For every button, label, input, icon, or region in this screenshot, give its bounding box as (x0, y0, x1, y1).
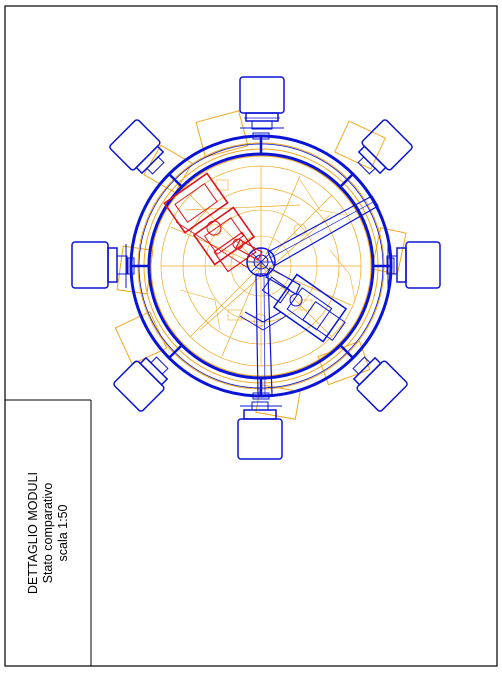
drawing-subtitle: Stato comparativo (40, 482, 55, 584)
arm-upper-right (267, 195, 379, 267)
red-arm (235, 239, 263, 261)
module-top (239, 76, 285, 130)
module-top-right (357, 119, 413, 175)
drawing-title: DETTAGLIO MODULI (25, 472, 40, 595)
project-modules (71, 76, 441, 460)
existing-cabin-bottom-left (114, 311, 168, 365)
project-state-layer (71, 76, 441, 460)
arm-lower (255, 273, 273, 396)
project-hub-spokes (247, 248, 275, 276)
project-arms (239, 195, 379, 396)
module-top-left (109, 119, 165, 175)
project-ring-brackets (127, 132, 395, 400)
title-block: DETTAGLIO MODULI Stato comparativo scala… (5, 400, 91, 666)
arm-lower-junction (244, 311, 282, 323)
module-left (71, 241, 128, 289)
module-bottom-right (352, 356, 408, 412)
sheet-border (4, 5, 498, 667)
module-right (386, 241, 441, 289)
plan-drawing (71, 76, 441, 460)
existing-cabin-right (371, 227, 407, 275)
module-bottom (237, 401, 283, 460)
drawing-scale: scala 1:50 (55, 504, 70, 562)
existing-cabin-top-right (334, 120, 386, 170)
red-cabin (163, 172, 257, 273)
existing-cabin-left (116, 245, 154, 295)
title-text: DETTAGLIO MODULI Stato comparativo scala… (5, 400, 91, 666)
module-bottom-left (113, 356, 169, 412)
project-car (261, 273, 348, 343)
demolition-layer (163, 172, 263, 273)
